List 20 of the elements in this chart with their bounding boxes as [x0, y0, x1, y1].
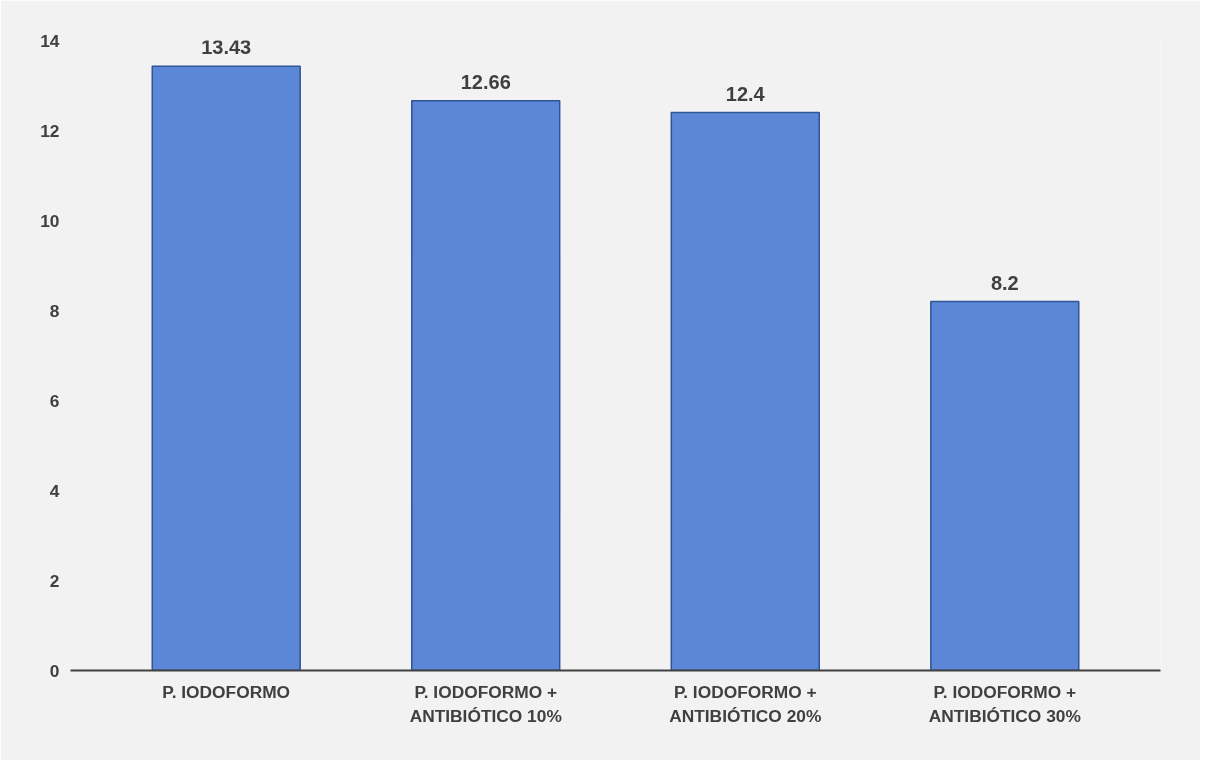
- y-tick-label: 2: [49, 570, 60, 591]
- y-tick-label: 0: [49, 660, 60, 681]
- y-tick-label: 12: [40, 120, 60, 141]
- data-label: 13.43: [201, 36, 252, 59]
- y-tick-label: 14: [40, 30, 60, 51]
- y-tick-label: 8: [49, 300, 60, 321]
- y-tick-label: 4: [49, 480, 60, 501]
- x-tick-label: P. IODOFORMO + ANTIBIÓTICO 30%: [928, 681, 1081, 726]
- bar: [411, 100, 561, 671]
- x-tick-label: P. IODOFORMO + ANTIBIÓTICO 20%: [669, 681, 822, 726]
- bar: [151, 65, 301, 671]
- bar: [930, 300, 1080, 671]
- y-tick-label: 10: [40, 210, 60, 231]
- data-label: 12.4: [725, 82, 766, 105]
- x-tick-label: P. IODOFORMO: [162, 681, 291, 702]
- bar: [670, 111, 820, 671]
- y-tick-label: 6: [49, 390, 60, 411]
- data-label: 8.2: [990, 271, 1019, 294]
- data-label: 12.66: [460, 70, 511, 93]
- x-tick-label: P. IODOFORMO + ANTIBIÓTICO 10%: [409, 681, 562, 726]
